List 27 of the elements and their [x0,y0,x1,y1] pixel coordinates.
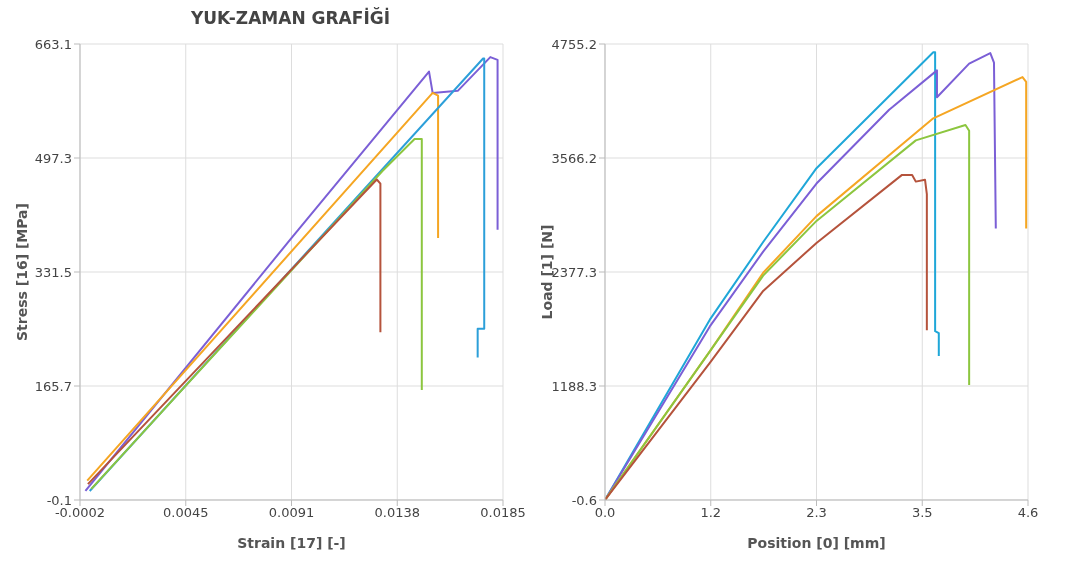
y-tick-label: 331.5 [34,264,72,280]
line-series [86,91,440,482]
y-tick-label: 663.1 [34,36,72,52]
y-tick-label: 497.3 [34,150,72,166]
y-tick-label: -0.1 [46,492,72,508]
x-tick-label: 0.0091 [268,505,315,521]
y-tick-label: 3566.2 [551,150,597,166]
line-series [90,137,423,490]
chart-title: YUK-ZAMAN GRAFİĞİ [191,8,390,28]
line-series [86,178,382,486]
x-tick-label: 0.0 [594,505,616,521]
x-tick-label: 2.3 [806,505,827,521]
x-axis-title: Position [0] [mm] [747,535,886,551]
x-tick-label: 0.0138 [374,505,420,521]
y-tick-label: -0.6 [571,492,597,508]
y-tick-label: 165.7 [34,378,72,394]
x-axis-title: Strain [17] [-] [237,535,346,551]
x-tick-label: -0.0002 [54,505,106,521]
x-tick-label: 0.0185 [480,505,526,521]
x-tick-label: 4.6 [1017,505,1039,521]
y-tick-label: 4755.2 [551,36,597,52]
x-tick-label: 1.2 [700,505,722,521]
x-tick-label: 3.5 [911,505,933,521]
x-tick-label: 0.0045 [163,505,209,521]
y-axis-title: Stress [16] [MPa] [13,203,30,341]
y-tick-label: 1188.3 [551,378,597,394]
line-series [605,173,928,500]
